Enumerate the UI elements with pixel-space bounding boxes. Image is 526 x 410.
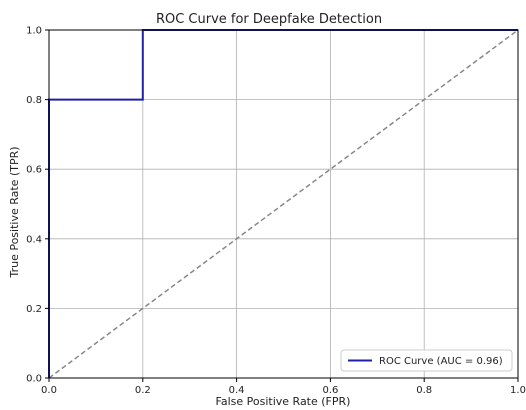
y-tick-label: 0.4 bbox=[26, 234, 42, 245]
y-tick-label: 1.0 bbox=[26, 26, 42, 37]
x-tick-label: 0.0 bbox=[41, 385, 57, 396]
legend: ROC Curve (AUC = 0.96) bbox=[340, 349, 513, 372]
chart-title: ROC Curve for Deepfake Detection bbox=[156, 12, 382, 27]
y-tick-label: 0.6 bbox=[26, 165, 42, 176]
chance-diagonal-line bbox=[48, 29, 519, 379]
legend-box bbox=[340, 349, 513, 372]
plot-frame bbox=[48, 29, 519, 379]
legend-label: ROC Curve (AUC = 0.96) bbox=[379, 356, 503, 367]
x-tick-label: 0.2 bbox=[135, 385, 151, 396]
y-tick-label: 0.2 bbox=[26, 304, 42, 315]
x-axis-label: False Positive Rate (FPR) bbox=[216, 395, 351, 408]
axis-ticks: 0.0 0.2 0.4 0.6 0.8 1.0 0.0 0.2 0.4 0.6 0.8 1.0 bbox=[26, 26, 526, 397]
x-tick-label: 0.8 bbox=[416, 385, 432, 396]
y-axis-label: True Positive Rate (TPR) bbox=[8, 146, 21, 278]
x-tick-label: 0.4 bbox=[229, 385, 245, 396]
x-tick-label: 0.6 bbox=[322, 385, 338, 396]
y-tick-label: 0.0 bbox=[26, 374, 42, 385]
x-tick-label: 1.0 bbox=[510, 385, 526, 396]
y-tick-label: 0.8 bbox=[26, 95, 42, 106]
